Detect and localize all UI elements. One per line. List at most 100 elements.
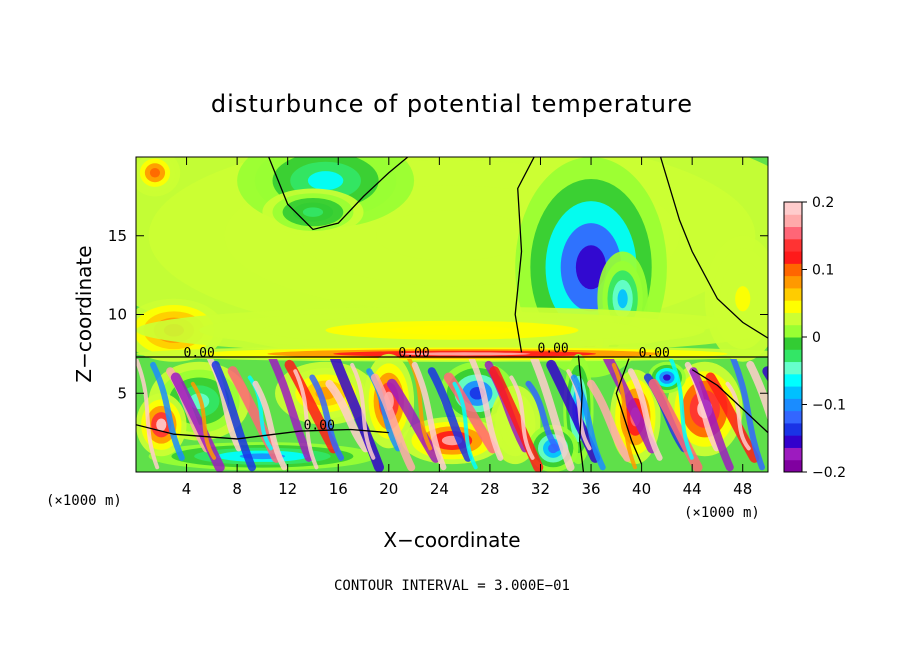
lower-streak-16 xyxy=(350,362,376,460)
x-tick-label-20: 20 xyxy=(379,480,398,498)
x-tick-label-44: 44 xyxy=(683,480,702,498)
lower-streak-0 xyxy=(136,359,160,470)
colorbar-band-8 xyxy=(784,361,802,375)
lower-streak-28 xyxy=(509,375,535,460)
y-axis-label: Z−coordinate xyxy=(72,245,96,382)
heatmap-blob-1-band-4 xyxy=(307,171,344,191)
contour-labels: 0.00 0.00 0.00 0.00 0.00 xyxy=(184,341,670,433)
lower-streak-36 xyxy=(611,362,637,470)
colorbar-tick-label-1: 0.1 xyxy=(812,263,834,279)
x-tick-label-40: 40 xyxy=(632,480,651,498)
lower-streak-40 xyxy=(668,359,694,460)
colorbar-band-14 xyxy=(784,287,802,301)
x-tick-label-48: 48 xyxy=(733,480,752,498)
y-tick-label-5: 5 xyxy=(117,384,127,402)
contour-line-6 xyxy=(615,358,643,465)
heatmap-blob-3-band-4 xyxy=(575,245,607,290)
y-tick-label-15: 15 xyxy=(108,227,127,245)
contour-line-7 xyxy=(691,369,768,434)
lower-streak-37 xyxy=(627,368,663,461)
lower-streak-18 xyxy=(370,373,416,472)
colorbar-tick-label-4: −0.2 xyxy=(812,465,846,481)
colorbar: 0.2 0.1 0 −0.1 −0.2 xyxy=(783,195,846,481)
x-unit-label-right: (×1000 m) xyxy=(684,505,760,521)
heatmap-blob-0-band-4 xyxy=(376,210,528,261)
colorbar-band-2 xyxy=(784,435,802,448)
heatmap-blob-21-band-4 xyxy=(156,418,167,432)
lower-streak-14 xyxy=(325,379,370,453)
contour-label-2: 0.00 xyxy=(537,341,568,356)
lower-streak-6 xyxy=(211,360,256,472)
x-tick-label-36: 36 xyxy=(581,480,600,498)
lower-streak-34 xyxy=(587,379,632,462)
contour-label-1: 0.00 xyxy=(398,346,429,361)
lower-streak-15 xyxy=(330,359,384,472)
colorbar-band-1 xyxy=(784,447,802,461)
lower-streak-24 xyxy=(452,381,478,470)
colorbar-band-3 xyxy=(784,422,802,436)
lower-streak-21 xyxy=(411,361,447,471)
heatmap-blob-23-band-4 xyxy=(663,374,671,381)
x-tick-label-16: 16 xyxy=(329,480,348,498)
contour-label-4: 0.00 xyxy=(304,418,335,433)
x-tick-label-24: 24 xyxy=(430,480,449,498)
lower-streak-13 xyxy=(309,374,345,461)
heatmap-blob-4-band-4 xyxy=(617,289,628,309)
colorbar-band-6 xyxy=(784,386,802,399)
lower-streak-42 xyxy=(689,367,734,472)
colorbar-band-10 xyxy=(784,337,802,350)
colorbar-band-16 xyxy=(784,263,802,277)
heatmap-blob-8-band-4 xyxy=(735,286,751,312)
colorbar-band-11 xyxy=(784,324,802,338)
lower-streak-44 xyxy=(725,381,751,451)
x-axis: 4 8 12 16 20 24 28 32 36 40 44 48 xyxy=(182,157,752,498)
lower-streak-30 xyxy=(530,359,575,472)
lower-streak-10 xyxy=(268,359,313,462)
colorbar-band-17 xyxy=(784,251,802,264)
x-tick-label-28: 28 xyxy=(480,480,499,498)
x-tick-label-8: 8 xyxy=(232,480,242,498)
colorbar-tick-label-2: 0 xyxy=(812,330,821,346)
colorbar-tick-label-0: 0.2 xyxy=(812,195,834,211)
lower-streak-12 xyxy=(293,369,319,470)
lower-streak-29 xyxy=(525,380,561,452)
colorbar-band-13 xyxy=(784,300,802,313)
colorbar-band-15 xyxy=(784,275,802,289)
contour-label-0: 0.00 xyxy=(184,346,215,361)
heatmap-blob-9-band-4 xyxy=(388,325,516,335)
x-axis-label: X−coordinate xyxy=(383,528,520,552)
contour-line-2 xyxy=(659,157,768,339)
lower-streak-33 xyxy=(570,374,606,471)
contour-lines xyxy=(136,157,768,472)
x-tick-label-32: 32 xyxy=(531,480,550,498)
lower-streak-9 xyxy=(252,380,288,471)
x-unit-label-left: (×1000 m) xyxy=(46,493,122,509)
contour-interval-note: CONTOUR INTERVAL = 3.000E−01 xyxy=(334,578,570,594)
colorbar-band-20 xyxy=(784,214,802,228)
lower-streak-46 xyxy=(746,360,768,422)
heatmap-blob-2-band-4 xyxy=(302,207,324,217)
lower-layer-streaks xyxy=(136,359,768,472)
chart-title: disturbunce of potential temperature xyxy=(211,90,693,118)
colorbar-band-12 xyxy=(784,312,802,326)
lower-streak-1 xyxy=(150,361,185,461)
contour-line-0 xyxy=(268,157,409,231)
colorbar-band-7 xyxy=(784,373,802,387)
x-tick-label-12: 12 xyxy=(278,480,297,498)
lower-streak-19 xyxy=(386,378,441,463)
colorbar-band-21 xyxy=(784,202,802,215)
contour-label-3: 0.00 xyxy=(639,346,670,361)
x-tick-label-4: 4 xyxy=(182,480,192,498)
colorbar-band-9 xyxy=(784,349,802,363)
y-tick-label-10: 10 xyxy=(108,306,127,324)
heatmap-plot-area: 0.00 0.00 0.00 0.00 0.00 xyxy=(136,157,768,472)
colorbar-band-0 xyxy=(784,459,802,473)
colorbar-band-19 xyxy=(784,226,802,240)
heatmap-blob-7-band-4 xyxy=(149,168,161,178)
lower-streak-25 xyxy=(468,359,504,461)
y-axis: 5 10 15 xyxy=(108,227,768,402)
lower-streak-22 xyxy=(427,367,473,462)
contour-line-4 xyxy=(136,424,389,440)
colorbar-band-5 xyxy=(784,398,802,412)
